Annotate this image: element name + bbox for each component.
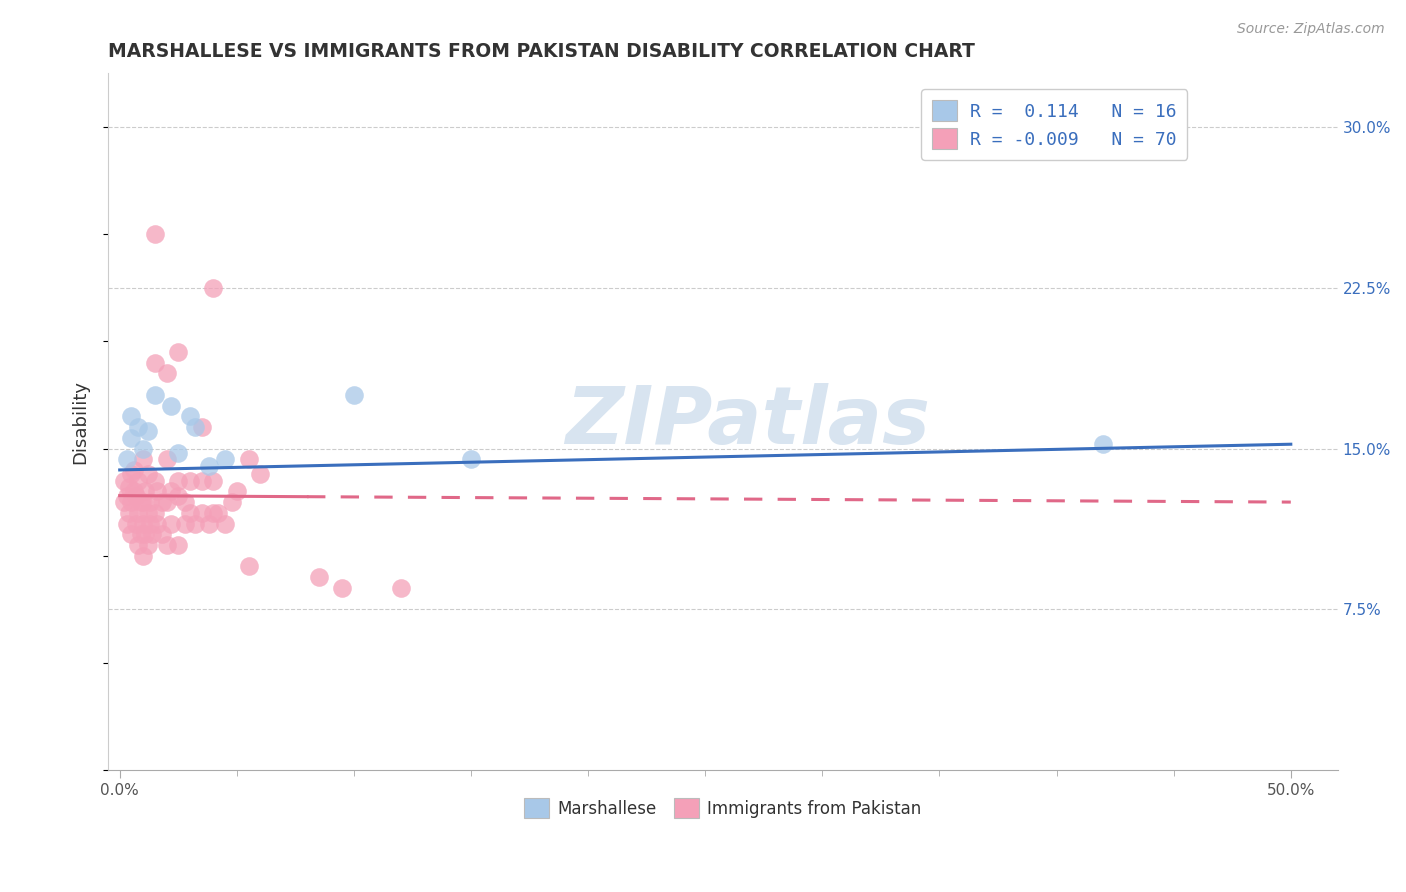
Point [132,442,155,456]
Point [343,388,366,402]
Point [150,527,173,541]
Point [134,527,156,541]
Point [139,495,162,509]
Point [190,506,212,520]
Point [143,388,166,402]
Legend: Marshallese, Immigrants from Pakistan: Marshallese, Immigrants from Pakistan [517,792,928,824]
Point [136,467,159,482]
Point [125,489,148,503]
Point [238,559,260,574]
Point [122,463,145,477]
Point [183,516,205,531]
Point [155,538,177,552]
Point [167,345,190,359]
Point [132,495,155,509]
Point [127,420,149,434]
Point [132,516,155,531]
Point [129,495,152,509]
Point [460,452,482,467]
Point [150,495,173,509]
Point [115,516,138,531]
Point [160,516,183,531]
Text: ZIPatlas: ZIPatlas [565,383,929,460]
Point [120,409,142,424]
Point [112,495,135,509]
Point [143,227,166,242]
Point [155,367,177,381]
Point [389,581,412,595]
Point [174,516,197,531]
Point [136,506,159,520]
Point [139,516,162,531]
Point [127,506,149,520]
Point [118,480,141,494]
Point [115,489,138,503]
Point [132,452,155,467]
Point [238,452,260,467]
Point [155,495,177,509]
Text: MARSHALLESE VS IMMIGRANTS FROM PAKISTAN DISABILITY CORRELATION CHART: MARSHALLESE VS IMMIGRANTS FROM PAKISTAN … [108,42,974,61]
Point [179,474,201,488]
Point [183,420,205,434]
Point [167,489,190,503]
Point [160,399,183,413]
Point [190,420,212,434]
Point [197,516,219,531]
Point [190,474,212,488]
Point [167,474,190,488]
Point [202,281,225,295]
Point [112,474,135,488]
Y-axis label: Disability: Disability [72,380,89,464]
Point [330,581,353,595]
Point [214,516,236,531]
Point [202,474,225,488]
Point [129,527,152,541]
Point [136,425,159,439]
Point [118,506,141,520]
Point [1092,437,1115,451]
Point [120,495,142,509]
Point [143,474,166,488]
Point [167,446,190,460]
Point [167,538,190,552]
Point [136,538,159,552]
Point [143,506,166,520]
Point [146,484,169,499]
Point [197,458,219,473]
Point [125,516,148,531]
Point [174,495,197,509]
Point [146,516,169,531]
Point [225,484,247,499]
Point [249,467,271,482]
Point [132,549,155,563]
Point [207,506,229,520]
Point [221,495,243,509]
Point [155,452,177,467]
Point [122,484,145,499]
Point [179,409,201,424]
Point [160,484,183,499]
Point [120,527,142,541]
Point [120,467,142,482]
Point [308,570,330,584]
Point [127,474,149,488]
Point [214,452,236,467]
Text: Source: ZipAtlas.com: Source: ZipAtlas.com [1237,22,1385,37]
Point [179,506,201,520]
Point [141,527,163,541]
Point [115,452,138,467]
Point [127,538,149,552]
Point [143,356,166,370]
Point [120,431,142,445]
Point [134,484,156,499]
Point [202,506,225,520]
